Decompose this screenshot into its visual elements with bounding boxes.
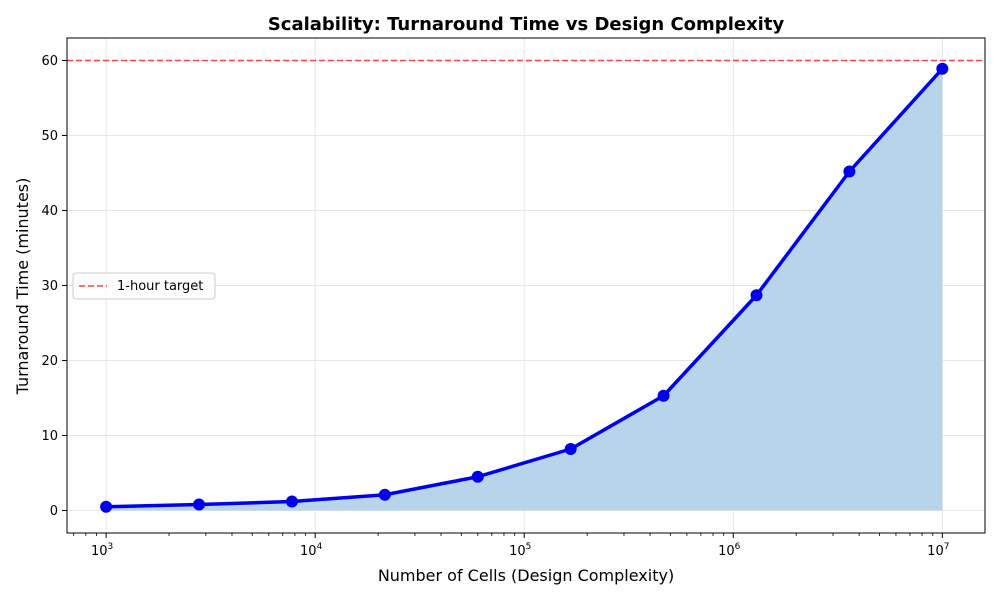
- x-tick-label: 106: [718, 542, 741, 559]
- y-tick-label: 50: [41, 129, 58, 144]
- series-fill-area: [106, 68, 943, 511]
- data-point: [471, 470, 484, 483]
- data-point: [750, 289, 763, 302]
- fill-area-layer: [106, 68, 943, 511]
- x-tick-label: 105: [509, 542, 531, 559]
- plot-frame: [66, 37, 986, 534]
- y-tick-label: 20: [41, 354, 58, 369]
- data-point: [936, 62, 949, 75]
- data-point: [378, 488, 391, 501]
- data-points-layer: [100, 62, 949, 513]
- axes: 0 10 20 30 40 50 60 103 104 105 106 107: [41, 37, 986, 559]
- y-tick-label: 40: [41, 204, 58, 219]
- series-line-layer: [104, 67, 945, 509]
- legend: 1-hour target: [72, 272, 216, 300]
- y-axis-label: Turnaround Time (minutes): [13, 178, 32, 396]
- chart-title: Scalability: Turnaround Time vs Design C…: [268, 14, 785, 35]
- y-tick-label: 10: [41, 429, 58, 444]
- legend-label-target: 1-hour target: [117, 279, 203, 294]
- x-tick-label: 103: [91, 542, 113, 559]
- series-line: [104, 67, 945, 509]
- legend-box: [72, 272, 216, 300]
- y-tick-label: 0: [50, 504, 58, 519]
- x-tick-label: 107: [927, 542, 949, 559]
- data-point: [193, 498, 206, 511]
- y-tick-label: 30: [41, 279, 58, 294]
- data-point: [657, 389, 670, 402]
- x-tick-label: 104: [300, 542, 323, 559]
- data-point: [285, 495, 298, 508]
- data-point: [564, 443, 577, 455]
- x-axis-label: Number of Cells (Design Complexity): [378, 566, 674, 585]
- data-point: [843, 165, 856, 178]
- data-point: [100, 500, 113, 513]
- y-tick-label: 60: [41, 54, 58, 69]
